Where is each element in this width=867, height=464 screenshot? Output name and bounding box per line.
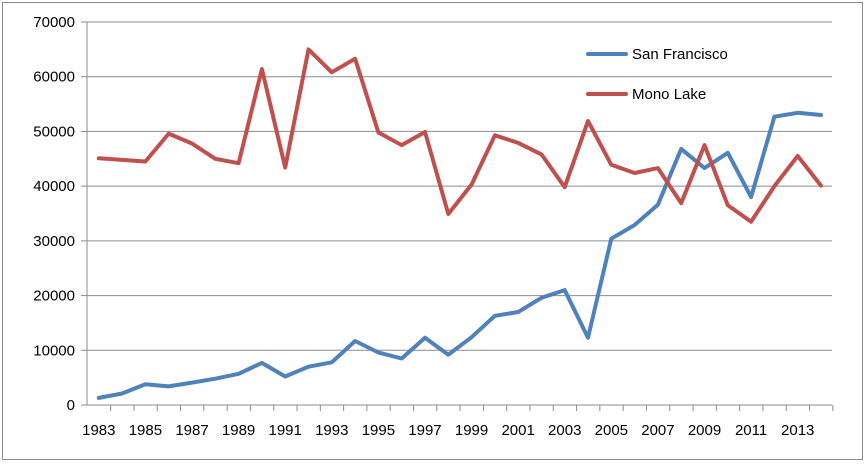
x-tick-label: 1987 xyxy=(175,422,208,439)
gridlines xyxy=(87,21,832,351)
y-tick-label: 60000 xyxy=(33,69,75,86)
y-tick-label: 50000 xyxy=(33,123,75,140)
y-axis-ticks: 0 10000 20000 30000 40000 50000 60000 70000 xyxy=(33,14,88,414)
x-tick-label: 2013 xyxy=(781,422,814,439)
y-tick-label: 0 xyxy=(67,397,75,414)
x-tick-label: 1999 xyxy=(455,422,488,439)
x-tick-label: 1985 xyxy=(129,422,162,439)
x-tick-label: 1991 xyxy=(269,422,302,439)
y-tick-label: 20000 xyxy=(33,288,75,305)
legend: San Francisco Mono Lake xyxy=(586,46,728,103)
x-tick-label: 2009 xyxy=(688,422,721,439)
legend-label-san-francisco: San Francisco xyxy=(632,46,728,63)
x-tick-label: 1983 xyxy=(82,422,115,439)
x-tick-label: 1993 xyxy=(315,422,348,439)
x-tick-label: 1997 xyxy=(408,422,441,439)
y-tick-label: 10000 xyxy=(33,342,75,359)
y-tick-label: 40000 xyxy=(33,178,75,195)
x-tick-label: 2011 xyxy=(735,422,767,439)
x-tick-label: 1995 xyxy=(362,422,395,439)
legend-label-mono-lake: Mono Lake xyxy=(632,86,706,103)
series-line-mono-lake xyxy=(96,47,823,224)
x-tick-label: 2001 xyxy=(501,422,534,439)
y-tick-label: 70000 xyxy=(33,14,75,31)
series-line-san-francisco xyxy=(96,110,823,400)
y-tick-label: 30000 xyxy=(33,233,75,250)
x-tick-label: 2007 xyxy=(641,422,674,439)
series-lines xyxy=(96,47,823,400)
x-tick-label: 1989 xyxy=(222,422,255,439)
x-tick-label: 2005 xyxy=(595,422,628,439)
x-axis: 1983 1985 1987 1989 1991 1993 1995 1997 1999 2001… xyxy=(82,404,834,439)
x-tick-label: 2003 xyxy=(548,422,581,439)
